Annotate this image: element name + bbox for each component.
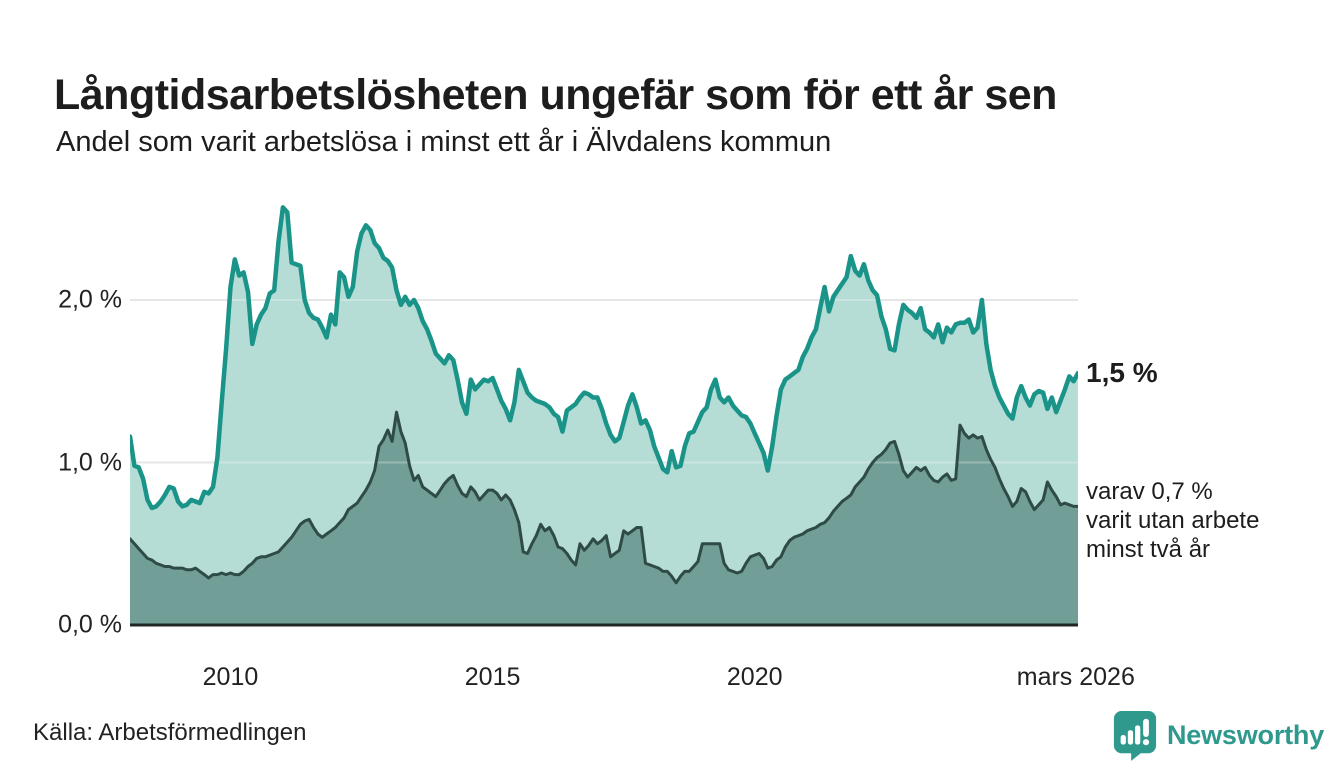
newsworthy-logo-text: Newsworthy bbox=[1167, 719, 1325, 750]
series2-end-line2: varit utan arbete bbox=[1086, 507, 1260, 534]
logo-exclamation-bar bbox=[1143, 718, 1149, 737]
series-area-very-long-term-unemployed bbox=[130, 412, 1078, 625]
y-tick-label: 0,0 % bbox=[58, 610, 122, 639]
logo-exclamation-dot bbox=[1142, 739, 1150, 746]
gridline-overlays bbox=[130, 299, 1078, 464]
logo-bar-3 bbox=[1135, 725, 1141, 745]
chart-area bbox=[130, 180, 1078, 628]
newsworthy-logo-icon bbox=[1113, 711, 1157, 761]
logo-bar-2 bbox=[1127, 730, 1134, 745]
series-line-very-long-term-unemployed bbox=[130, 410, 1078, 585]
y-tick-label: 1,0 % bbox=[58, 448, 122, 476]
page-subtitle: Andel som varit arbetslösa i minst ett å… bbox=[56, 126, 832, 158]
x-tick-label: 2015 bbox=[464, 663, 521, 691]
y-tick-label: 2,0 % bbox=[58, 285, 122, 314]
series2-end-value-label: varav 0,7 % varit utan arbete minst två … bbox=[1086, 477, 1259, 564]
newsworthy-logo[interactable]: Newsworthy bbox=[1112, 709, 1324, 761]
series-line-long-term-unemployed bbox=[130, 205, 1078, 511]
page-title: Långtidsarbetslösheten ungefär som för e… bbox=[54, 70, 1057, 119]
series2-end-line3: minst två år bbox=[1086, 536, 1211, 563]
area-chart bbox=[130, 205, 1078, 627]
series1-end-value-label: 1,5 % bbox=[1086, 357, 1158, 388]
source-attribution: Källa: Arbetsförmedlingen bbox=[33, 719, 307, 746]
x-tick-label: 2020 bbox=[726, 663, 783, 691]
series2-end-line1: varav 0,7 % bbox=[1086, 478, 1213, 505]
x-tick-label: 2010 bbox=[202, 663, 259, 691]
x-tick-label: mars 2026 bbox=[1016, 663, 1135, 691]
logo-bar-1 bbox=[1120, 735, 1126, 745]
